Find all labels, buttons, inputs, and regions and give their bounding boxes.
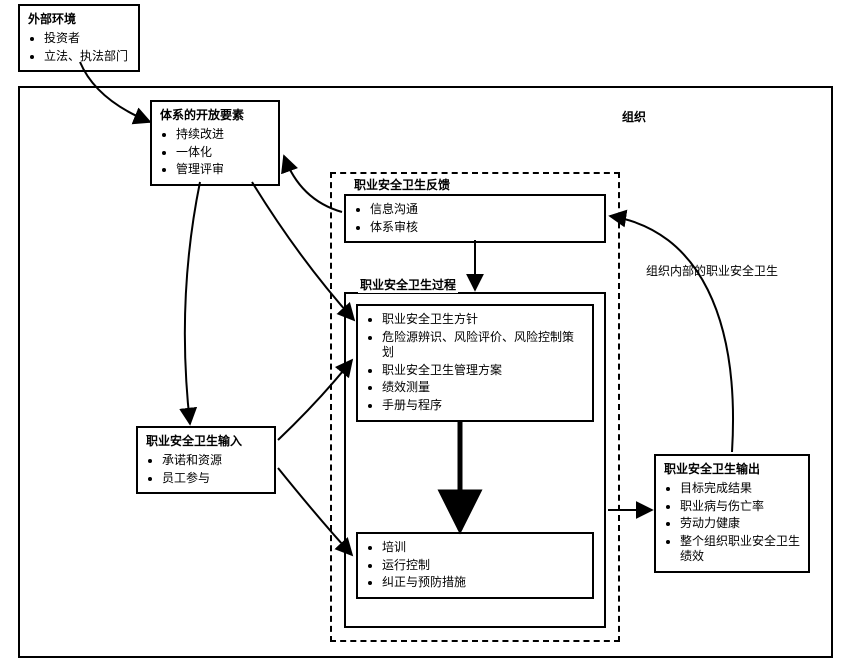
label-organization: 组织: [620, 108, 648, 125]
list-item: 运行控制: [382, 558, 584, 574]
list-item: 培训: [382, 540, 584, 556]
list-item: 目标完成结果: [680, 481, 800, 497]
box-external: 外部环境 投资者 立法、执法部门: [18, 4, 140, 72]
box-open-list: 持续改进 一体化 管理评审: [160, 127, 270, 178]
box-process-top-list: 职业安全卫生方针 危险源辨识、风险评价、风险控制策划 职业安全卫生管理方案 绩效…: [366, 312, 584, 414]
box-output-list: 目标完成结果 职业病与伤亡率 劳动力健康 整个组织职业安全卫生绩效: [664, 481, 800, 565]
box-process-bottom-list: 培训 运行控制 纠正与预防措施: [366, 540, 584, 591]
box-process-bottom: 培训 运行控制 纠正与预防措施: [356, 532, 594, 599]
list-item: 纠正与预防措施: [382, 575, 584, 591]
list-item: 持续改进: [176, 127, 270, 143]
list-item: 职业病与伤亡率: [680, 499, 800, 515]
label-internal-loop: 组织内部的职业安全卫生: [644, 262, 780, 279]
list-item: 承诺和资源: [162, 453, 266, 469]
list-item: 手册与程序: [382, 398, 584, 414]
box-open-title: 体系的开放要素: [160, 106, 270, 123]
label-process-frame: 职业安全卫生过程: [358, 276, 458, 293]
list-item: 整个组织职业安全卫生绩效: [680, 534, 800, 565]
list-item: 一体化: [176, 145, 270, 161]
list-item: 劳动力健康: [680, 516, 800, 532]
list-item: 管理评审: [176, 162, 270, 178]
list-item: 体系审核: [370, 220, 596, 236]
box-input: 职业安全卫生输入 承诺和资源 员工参与: [136, 426, 276, 494]
list-item: 绩效测量: [382, 380, 584, 396]
box-external-title: 外部环境: [28, 10, 130, 27]
box-open-elements: 体系的开放要素 持续改进 一体化 管理评审: [150, 100, 280, 186]
box-external-list: 投资者 立法、执法部门: [28, 31, 130, 64]
list-item: 职业安全卫生方针: [382, 312, 584, 328]
list-item: 职业安全卫生管理方案: [382, 363, 584, 379]
box-output: 职业安全卫生输出 目标完成结果 职业病与伤亡率 劳动力健康 整个组织职业安全卫生…: [654, 454, 810, 573]
box-process-top: 职业安全卫生方针 危险源辨识、风险评价、风险控制策划 职业安全卫生管理方案 绩效…: [356, 304, 594, 422]
box-input-title: 职业安全卫生输入: [146, 432, 266, 449]
box-input-list: 承诺和资源 员工参与: [146, 453, 266, 486]
list-item: 立法、执法部门: [44, 49, 130, 65]
diagram-canvas: 外部环境 投资者 立法、执法部门 组织 体系的开放要素 持续改进 一体化 管理评…: [0, 0, 850, 669]
list-item: 投资者: [44, 31, 130, 47]
list-item: 信息沟通: [370, 202, 596, 218]
label-feedback-frame: 职业安全卫生反馈: [352, 176, 452, 193]
list-item: 危险源辨识、风险评价、风险控制策划: [382, 330, 584, 361]
box-feedback-list: 信息沟通 体系审核: [354, 202, 596, 235]
list-item: 员工参与: [162, 471, 266, 487]
box-feedback: 信息沟通 体系审核: [344, 194, 606, 243]
box-output-title: 职业安全卫生输出: [664, 460, 800, 477]
